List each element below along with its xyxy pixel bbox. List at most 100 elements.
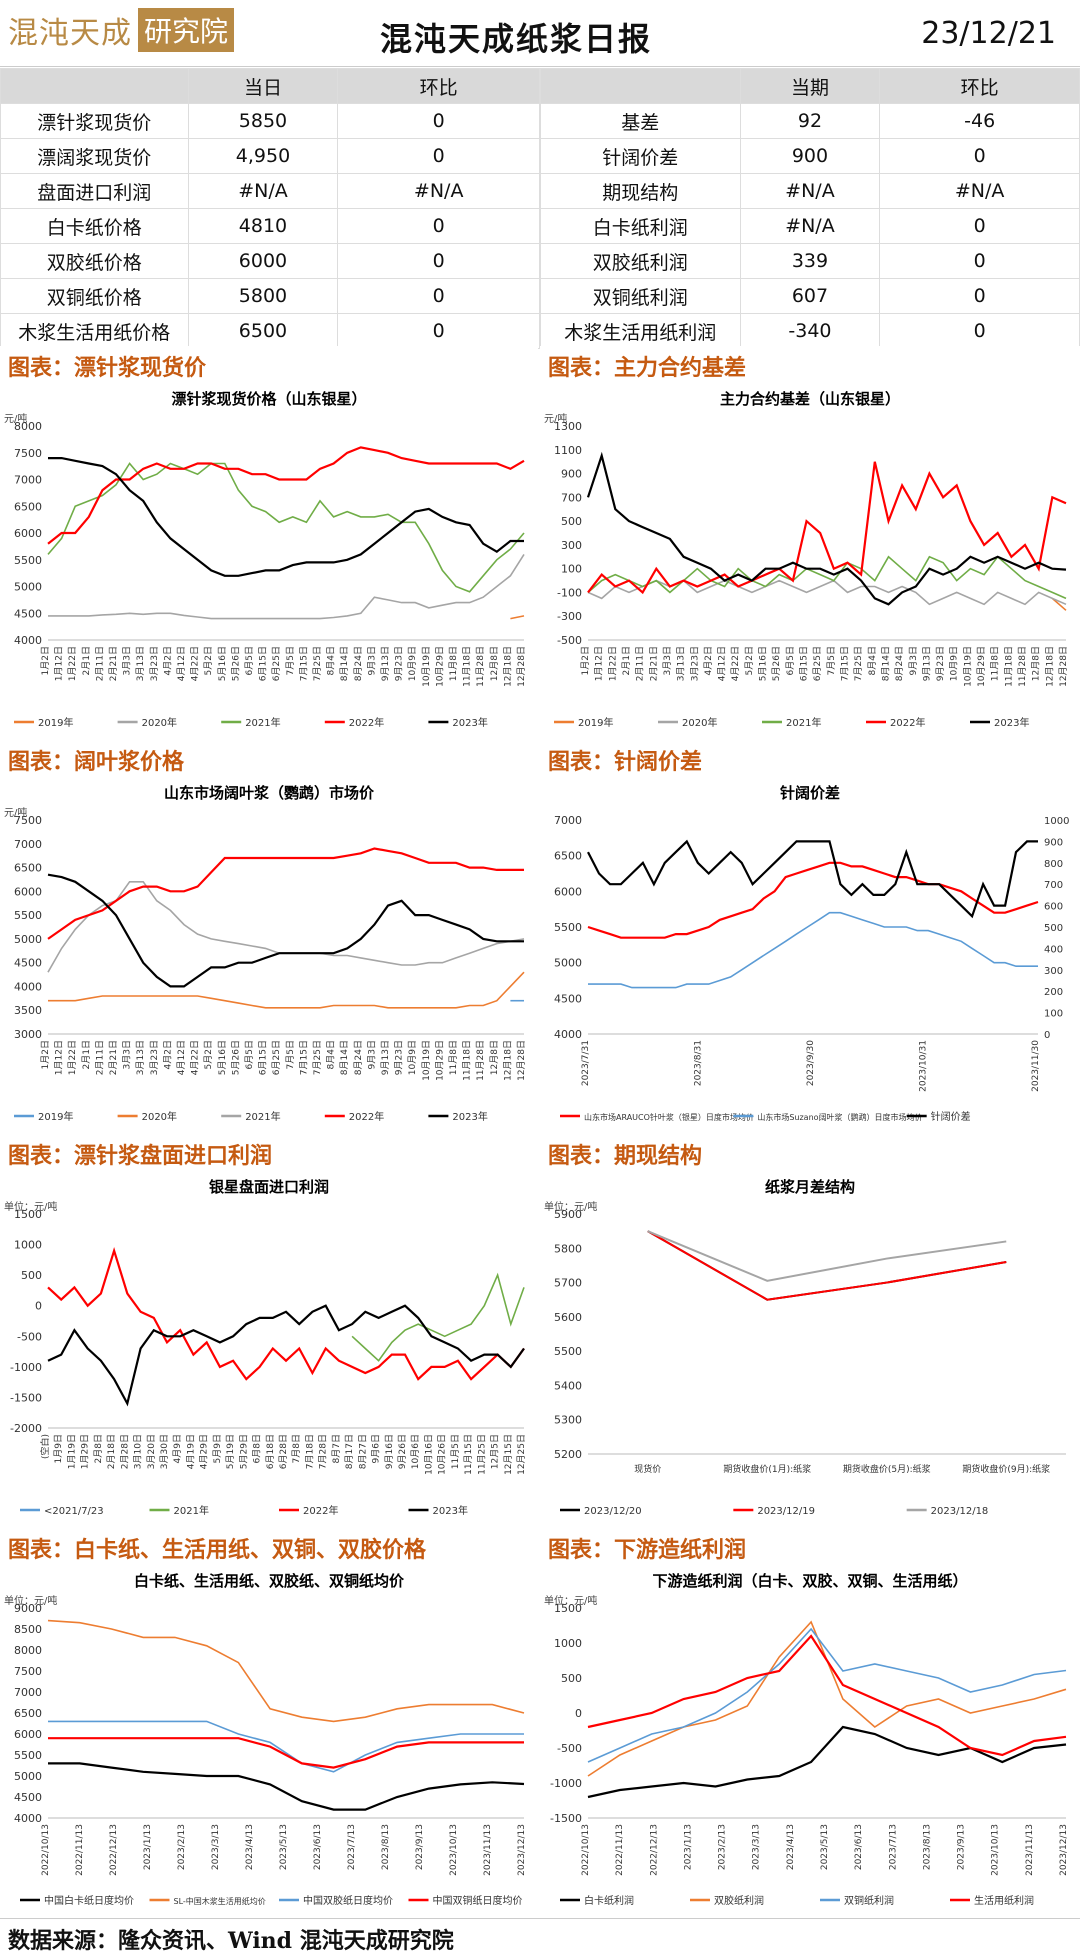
y-tick-label: -1000 (10, 1361, 42, 1374)
x-tick-label: 7月28日 (318, 1434, 329, 1469)
y-tick-label: 5600 (554, 1311, 582, 1324)
x-tick-label: 6月5日 (244, 646, 255, 675)
panel-title: 图表：阔叶浆价格 (8, 744, 184, 776)
chart-title: 白卡纸、生活用纸、双胶纸、双铜纸均价 (134, 1572, 405, 1590)
series-line (587, 1627, 1067, 1763)
panel-title: 图表：下游造纸利润 (548, 1532, 746, 1564)
y-tick-label: 3500 (14, 1004, 42, 1017)
row-label: 漂阔浆现货价 (0, 138, 189, 174)
legend-label: 2023年 (994, 716, 1029, 729)
x-tick-label: 11月18日 (1003, 646, 1014, 687)
y-tick-label: 1000 (14, 1239, 42, 1252)
legend-label: 2023年 (452, 716, 487, 729)
panel-title-name: 期现结构 (614, 1143, 703, 1169)
row-label: 双铜纸利润 (540, 278, 741, 314)
x-tick-label: 2月11日 (94, 1040, 105, 1075)
x-tick-label: 10月9日 (949, 646, 960, 681)
x-tick-label: 2023/1/13 (683, 1824, 693, 1870)
x-tick-label: 11月5日 (450, 1434, 461, 1469)
x-tick-label: 6月25日 (812, 646, 823, 681)
y-tick-label: 7000 (14, 838, 42, 851)
x-tick-label: 2023/1/13 (143, 1824, 153, 1870)
table-row: 双胶纸利润 339 0 (540, 243, 1080, 279)
x-tick-label: 7月5日 (285, 1040, 296, 1069)
x-tick-label: 10月29日 (976, 646, 987, 687)
y-tick-label: 4500 (14, 957, 42, 970)
x-tick-label: 6月8日 (252, 1434, 263, 1463)
x-tick-label: 1月2日 (40, 646, 51, 675)
x-tick-label: 8月4日 (326, 1040, 337, 1069)
spread-profit-table: 当期 环比 基差 92 -46 针阔价差 900 0 期现结构 #N/A #N/A 白卡纸利润 #N/A… (540, 68, 1080, 349)
y-tick-label: 4000 (554, 1028, 582, 1041)
legend-label: 2023/12/18 (931, 1506, 989, 1517)
x-tick-label: 1月19日 (66, 1434, 77, 1469)
x-tick-label: 8月14日 (339, 1040, 350, 1075)
table-row: 双胶纸价格 6000 0 (0, 243, 540, 279)
series-line (47, 847, 524, 940)
x-tick-label: 2023/3/13 (211, 1824, 221, 1870)
y-tick-label: 9000 (14, 1602, 42, 1615)
x-tick-label: 12月5日 (490, 1434, 501, 1469)
x-tick-label: 4月12日 (176, 1040, 187, 1075)
y-tick-label: 700 (561, 491, 582, 504)
y-tick-label: 1000 (554, 1637, 582, 1650)
x-tick-label: 5月26日 (771, 646, 782, 681)
series-line (48, 971, 525, 1009)
y-tick-label: -2000 (10, 1422, 42, 1435)
chart-title: 银星盘面进口利润 (209, 1178, 329, 1196)
spot-price-table: 当日 环比 漂针浆现货价 5850 0 漂阔浆现货价 4,950 0 盘面进口利润 #N/A #N/… (0, 68, 540, 349)
y-tick-label: 300 (561, 539, 582, 552)
x-tick-label: 12月28日 (516, 1040, 527, 1081)
row-value: -46 (879, 103, 1080, 139)
series-line (351, 1272, 525, 1362)
x-tick-label: 11月25日 (476, 1434, 487, 1475)
panel-title-name: 主力合约基差 (614, 355, 747, 381)
chart-panel: 图表：漂针浆现货价 漂针浆现货价格（山东银星） 元/吨 4000 4500 5000 550… (0, 346, 538, 738)
x-tick-label: 10月9日 (407, 646, 418, 681)
y-tick-label: 100 (561, 563, 582, 576)
row-value: #N/A (739, 208, 881, 244)
table-header-cell: 环比 (337, 68, 540, 104)
y-tick-label: 5500 (14, 554, 42, 567)
x-tick-label: 2023/11/13 (1025, 1824, 1035, 1876)
x-tick-label: 8月24日 (353, 646, 364, 681)
panel-title-label: 图表： (548, 1537, 615, 1563)
x-tick-label: 6月5日 (244, 1040, 255, 1069)
row-value: 4,950 (187, 138, 339, 174)
row-label: 双胶纸价格 (0, 243, 189, 279)
x-tick-label: 12月28日 (1058, 646, 1069, 687)
x-tick-label: 9月23日 (394, 1040, 405, 1075)
x-tick-label: 8月27日 (357, 1434, 368, 1469)
x-tick-label: 5月19日 (225, 1434, 236, 1469)
x-tick-label: 10月6日 (410, 1434, 421, 1469)
row-value: #N/A (879, 173, 1080, 209)
y-tick-label: 500 (21, 1269, 42, 1282)
x-tick-label: 4月9日 (172, 1434, 183, 1463)
y-tick-label: 5200 (554, 1448, 582, 1461)
x-tick-label: 2023/8/31 (694, 1040, 704, 1086)
series-line (47, 1619, 525, 1723)
legend-label: 2020年 (142, 716, 177, 729)
x-tick-label: 5月16日 (758, 646, 769, 681)
row-label: 基差 (540, 103, 741, 139)
table-row: 漂针浆现货价 5850 0 (0, 103, 540, 139)
row-value: 607 (739, 278, 881, 314)
series-line (47, 446, 525, 545)
x-tick-label: 2023/12/13 (1059, 1824, 1069, 1876)
legend-label: <2021/7/23 (44, 1506, 104, 1517)
x-tick-label: 期货收盘价(1月):纸浆 (723, 1463, 811, 1475)
chart-title: 漂针浆现货价格（山东银星） (171, 390, 366, 408)
y-tick-label: 4000 (14, 634, 42, 647)
y2-tick-label: 0 (1044, 1030, 1050, 1041)
series-line (48, 1737, 524, 1769)
x-tick-label: 8月24日 (894, 646, 905, 681)
x-tick-label: 2023/9/13 (415, 1824, 425, 1870)
x-tick-label: 7月5日 (826, 646, 837, 675)
y-tick-label: 5900 (554, 1208, 582, 1221)
x-tick-label: 2023/10/31 (919, 1040, 929, 1092)
row-label: 期现结构 (540, 173, 741, 209)
x-tick-label: 2023/5/13 (820, 1824, 830, 1870)
panel-title: 图表：漂针浆盘面进口利润 (8, 1138, 272, 1170)
